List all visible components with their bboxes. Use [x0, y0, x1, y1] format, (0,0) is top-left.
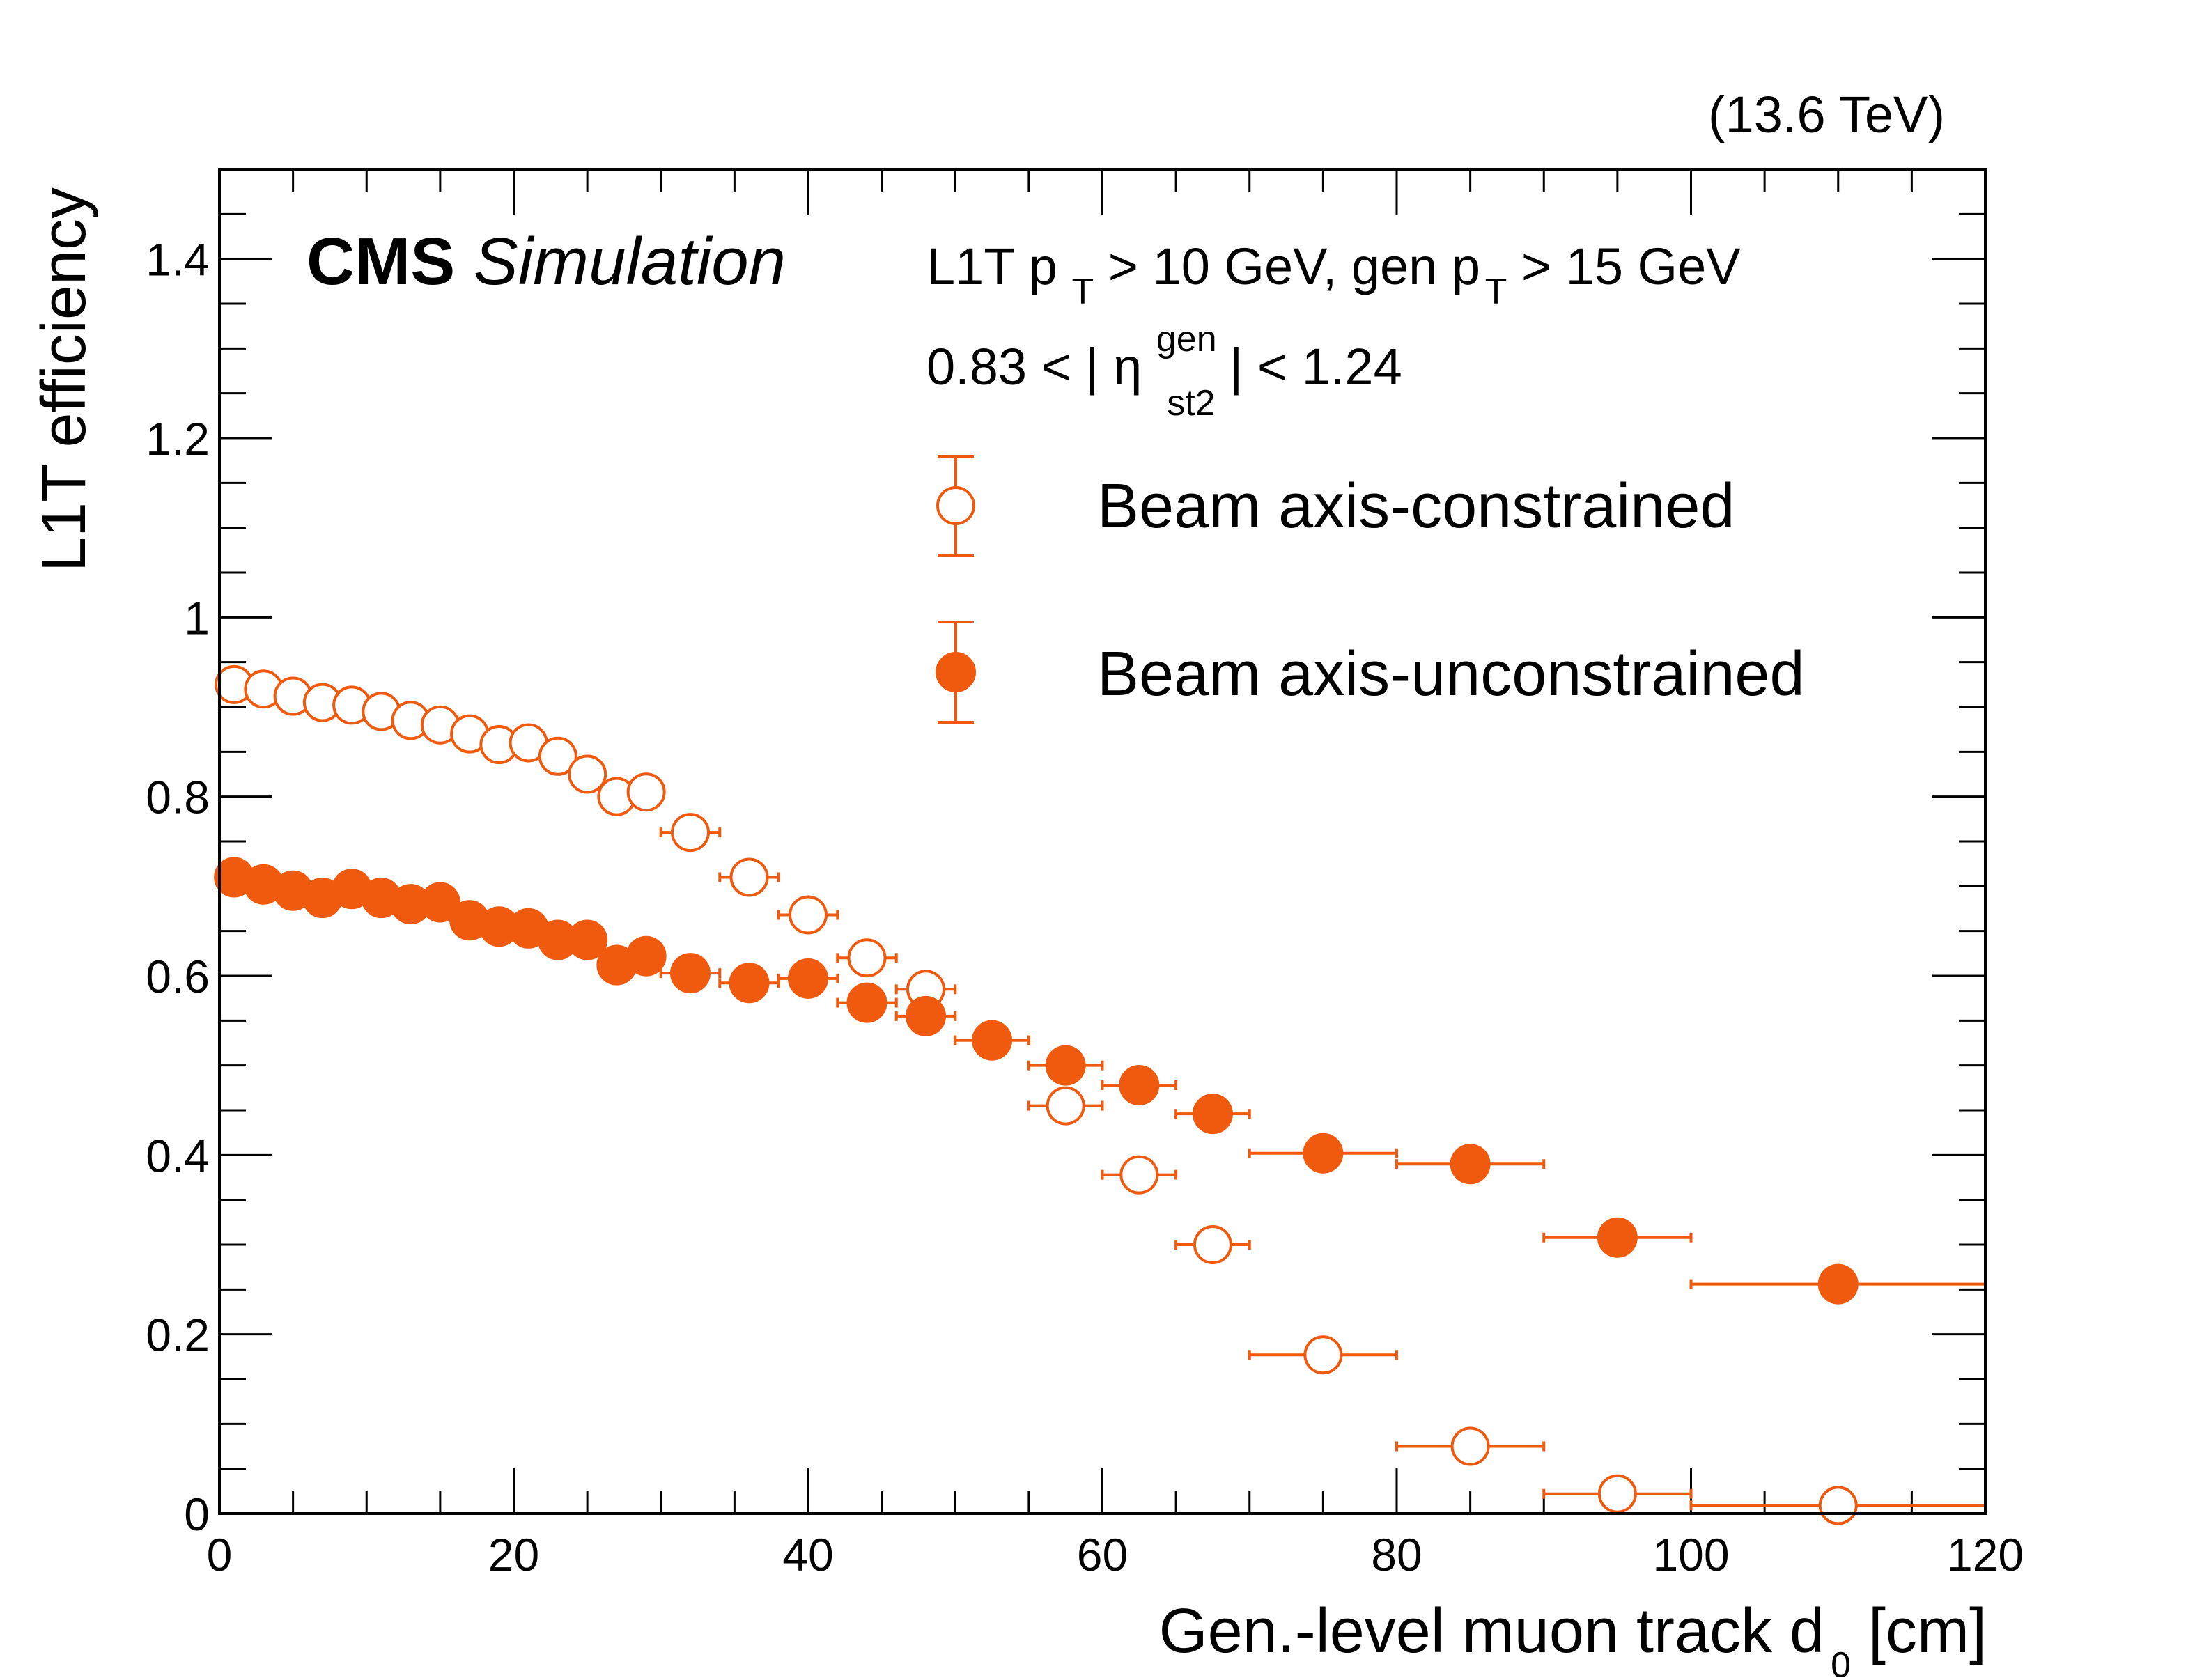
- x-axis-title-unit: [cm]: [1868, 1596, 1987, 1666]
- data-point: [1046, 1086, 1085, 1126]
- data-point: [1450, 1144, 1491, 1185]
- data-point: [1818, 1486, 1858, 1525]
- data-point: [729, 963, 770, 1004]
- data-point: [1119, 1064, 1160, 1105]
- pt-l1t-sub: T: [1071, 272, 1094, 312]
- legend-marker-unconstrained: [936, 652, 976, 692]
- data-point: [1817, 1263, 1859, 1305]
- x-tick-label: 20: [488, 1529, 539, 1580]
- cms-label: CMS Simulation: [307, 224, 786, 299]
- y-tick-label: 0.6: [146, 951, 210, 1002]
- data-point: [788, 958, 828, 999]
- data-series: [214, 664, 1987, 1525]
- x-tick-label: 100: [1652, 1529, 1729, 1580]
- x-tick-label: 120: [1947, 1529, 2024, 1580]
- data-point: [568, 754, 607, 794]
- data-point: [626, 772, 666, 812]
- x-tick-label: 60: [1077, 1529, 1128, 1580]
- x-tick-label: 80: [1371, 1529, 1422, 1580]
- eta-sup: gen: [1156, 319, 1217, 359]
- data-point: [567, 919, 608, 960]
- x-axis-title-main: Gen.-level muon track d: [1159, 1596, 1824, 1666]
- data-point: [1303, 1133, 1344, 1174]
- eta-sub: st2: [1167, 383, 1215, 423]
- legend: Beam axis-constrained Beam axis-unconstr…: [936, 455, 1805, 724]
- data-point: [906, 995, 946, 1036]
- data-point: [1119, 1155, 1159, 1195]
- plot-frame: [218, 168, 1987, 1515]
- cms-experiment: CMS: [307, 224, 455, 299]
- x-tick-label: 0: [207, 1529, 233, 1580]
- y-tick-label: 1.4: [146, 234, 210, 286]
- data-point: [1045, 1045, 1086, 1086]
- y-tick-label: 1.2: [146, 413, 210, 465]
- legend-marker-constrained: [936, 486, 975, 525]
- y-tick-label: 0.4: [146, 1130, 210, 1181]
- series-unconstrained: [214, 857, 1987, 1305]
- series-constrained: [215, 664, 1987, 1525]
- pt-selection: L1T p T > 10 GeV, gen p T > 15 GeV: [926, 238, 1741, 315]
- eta-pre: 0.83 < |: [926, 338, 1099, 396]
- data-point: [972, 1020, 1013, 1061]
- y-tick-label: 0.2: [146, 1309, 210, 1361]
- data-point: [1597, 1217, 1638, 1258]
- data-point: [729, 857, 769, 897]
- x-tick-label: 40: [782, 1529, 833, 1580]
- data-point: [1192, 1094, 1233, 1135]
- cms-simulation: Simulation: [474, 224, 786, 299]
- eta-post: | < 1.24: [1230, 338, 1402, 396]
- legend-entry-constrained: Beam axis-constrained: [936, 455, 1735, 557]
- data-point: [789, 895, 828, 935]
- x-axis-title: Gen.-level muon track d 0 [cm]: [1159, 1596, 1987, 1677]
- y-tick-label: 0.8: [146, 772, 210, 823]
- data-point: [671, 813, 710, 853]
- y-tick-label: 0: [184, 1488, 210, 1540]
- data-point: [419, 882, 460, 923]
- x-axis-title-sub: 0: [1831, 1645, 1851, 1677]
- data-point: [1450, 1426, 1490, 1466]
- data-point: [1597, 1474, 1637, 1514]
- data-point: [1193, 1225, 1232, 1264]
- data-point: [846, 982, 887, 1023]
- data-point: [538, 736, 577, 776]
- pt-l1t-rest: > 10 GeV, gen p: [1108, 238, 1480, 295]
- pt-gen-sub: T: [1485, 272, 1507, 312]
- legend-entry-unconstrained: Beam axis-unconstrained: [936, 621, 1805, 724]
- eta-selection: 0.83 < | η gen st2 | < 1.24: [926, 304, 1402, 426]
- tick-labels: 0 20 40 60 80 100 120 0 0.2 0.4 0.6 0.8 1 1.2 1.4: [146, 234, 2024, 1580]
- pt-l1t-text: L1T p: [926, 238, 1057, 295]
- pt-gen-rest: > 15 GeV: [1521, 238, 1741, 295]
- data-point: [1303, 1335, 1343, 1375]
- energy-label: (13.6 TeV): [1708, 86, 1945, 143]
- y-tick-label: 1: [184, 592, 210, 644]
- data-point: [847, 938, 887, 978]
- data-point: [670, 953, 711, 994]
- y-axis-title: L1T efficiency: [29, 187, 99, 572]
- legend-label-unconstrained: Beam axis-unconstrained: [1097, 639, 1805, 709]
- legend-label-constrained: Beam axis-constrained: [1097, 472, 1735, 541]
- data-point: [626, 935, 667, 977]
- eta-symbol: η: [1113, 338, 1142, 396]
